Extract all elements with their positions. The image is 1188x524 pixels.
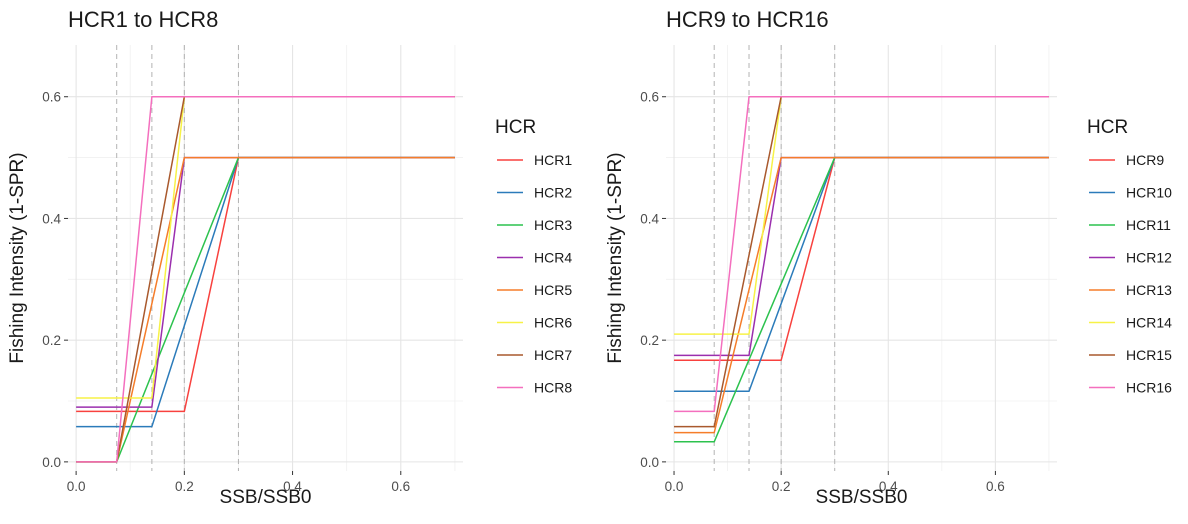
x-tick-label: 0.4 bbox=[879, 479, 898, 494]
series-line-hcr13 bbox=[674, 156, 1049, 434]
legend-label: HCR1 bbox=[534, 152, 572, 168]
y-tick-label: 0.6 bbox=[640, 90, 659, 105]
legend-label: HCR12 bbox=[1126, 250, 1172, 266]
legend-label: HCR14 bbox=[1126, 315, 1172, 331]
legend-label: HCR5 bbox=[534, 282, 572, 298]
legend-label: HCR16 bbox=[1126, 380, 1172, 396]
legend-label: HCR2 bbox=[534, 185, 572, 201]
legend-label: HCR4 bbox=[534, 250, 572, 266]
x-tick-label: 0.0 bbox=[665, 479, 684, 494]
chart-title: HCR9 to HCR16 bbox=[666, 7, 829, 32]
y-tick-label: 0.4 bbox=[42, 211, 61, 226]
legend-label: HCR9 bbox=[1126, 152, 1164, 168]
legend-label: HCR15 bbox=[1126, 347, 1172, 363]
chart-panel-1: HCR1 to HCR8 0.0 0.2 0.4 0.6 0.0 0.2 0.4 0.6 SSB/… bbox=[7, 7, 572, 508]
y-tick-label: 0.2 bbox=[42, 333, 61, 348]
legend-label: HCR7 bbox=[534, 347, 572, 363]
y-axis-label: Fishing Intensity (1-SPR) bbox=[7, 152, 28, 363]
y-tick-label: 0.2 bbox=[640, 333, 659, 348]
series-line-hcr6 bbox=[76, 95, 455, 399]
series-line-hcr3 bbox=[76, 156, 455, 463]
y-tick-label: 0.4 bbox=[640, 211, 659, 226]
series-line-hcr16 bbox=[674, 95, 1049, 413]
legend-label: HCR11 bbox=[1126, 217, 1171, 233]
x-tick-label: 0.0 bbox=[67, 479, 86, 494]
series-line-hcr12 bbox=[674, 156, 1049, 357]
series-line-hcr14 bbox=[674, 95, 1049, 335]
legend: HCR HCR9 HCR10 HCR11 HCR12 HCR13 HCR14 HCR15 HCR… bbox=[1087, 117, 1172, 396]
x-tick-label: 0.4 bbox=[283, 479, 302, 494]
x-axis-label: SSB/SSB0 bbox=[220, 487, 312, 508]
y-tick-label: 0.0 bbox=[640, 455, 659, 470]
series-line-hcr10 bbox=[674, 156, 1049, 393]
series-line-hcr9 bbox=[674, 156, 1049, 361]
x-tick-label: 0.6 bbox=[391, 479, 410, 494]
series-line-hcr8 bbox=[76, 95, 455, 463]
legend: HCR HCR1 HCR2 HCR3 HCR4 HCR5 HCR6 HCR7 HCR8 bbox=[495, 117, 572, 396]
legend-label: HCR8 bbox=[534, 380, 572, 396]
x-axis-label: SSB/SSB0 bbox=[816, 487, 908, 508]
series-line-hcr11 bbox=[674, 156, 1049, 443]
x-tick-label: 0.2 bbox=[772, 479, 791, 494]
series-line-hcr4 bbox=[76, 156, 455, 408]
legend-label: HCR10 bbox=[1126, 185, 1172, 201]
x-tick-label: 0.6 bbox=[986, 479, 1005, 494]
x-tick-label: 0.2 bbox=[175, 479, 194, 494]
series-line-hcr5 bbox=[76, 156, 455, 463]
y-axis-label: Fishing Intensity (1-SPR) bbox=[605, 152, 626, 363]
legend-label: HCR13 bbox=[1126, 282, 1172, 298]
chart-title: HCR1 to HCR8 bbox=[68, 7, 218, 32]
y-tick-label: 0.0 bbox=[42, 455, 61, 470]
chart-panel-2: HCR9 to HCR16 0.0 0.2 0.4 0.6 0.0 0.2 0.4 0.6 SSB… bbox=[605, 7, 1172, 508]
legend-title: HCR bbox=[1087, 117, 1128, 138]
legend-label: HCR6 bbox=[534, 315, 572, 331]
y-tick-label: 0.6 bbox=[42, 90, 61, 105]
legend-label: HCR3 bbox=[534, 217, 572, 233]
legend-title: HCR bbox=[495, 117, 536, 138]
